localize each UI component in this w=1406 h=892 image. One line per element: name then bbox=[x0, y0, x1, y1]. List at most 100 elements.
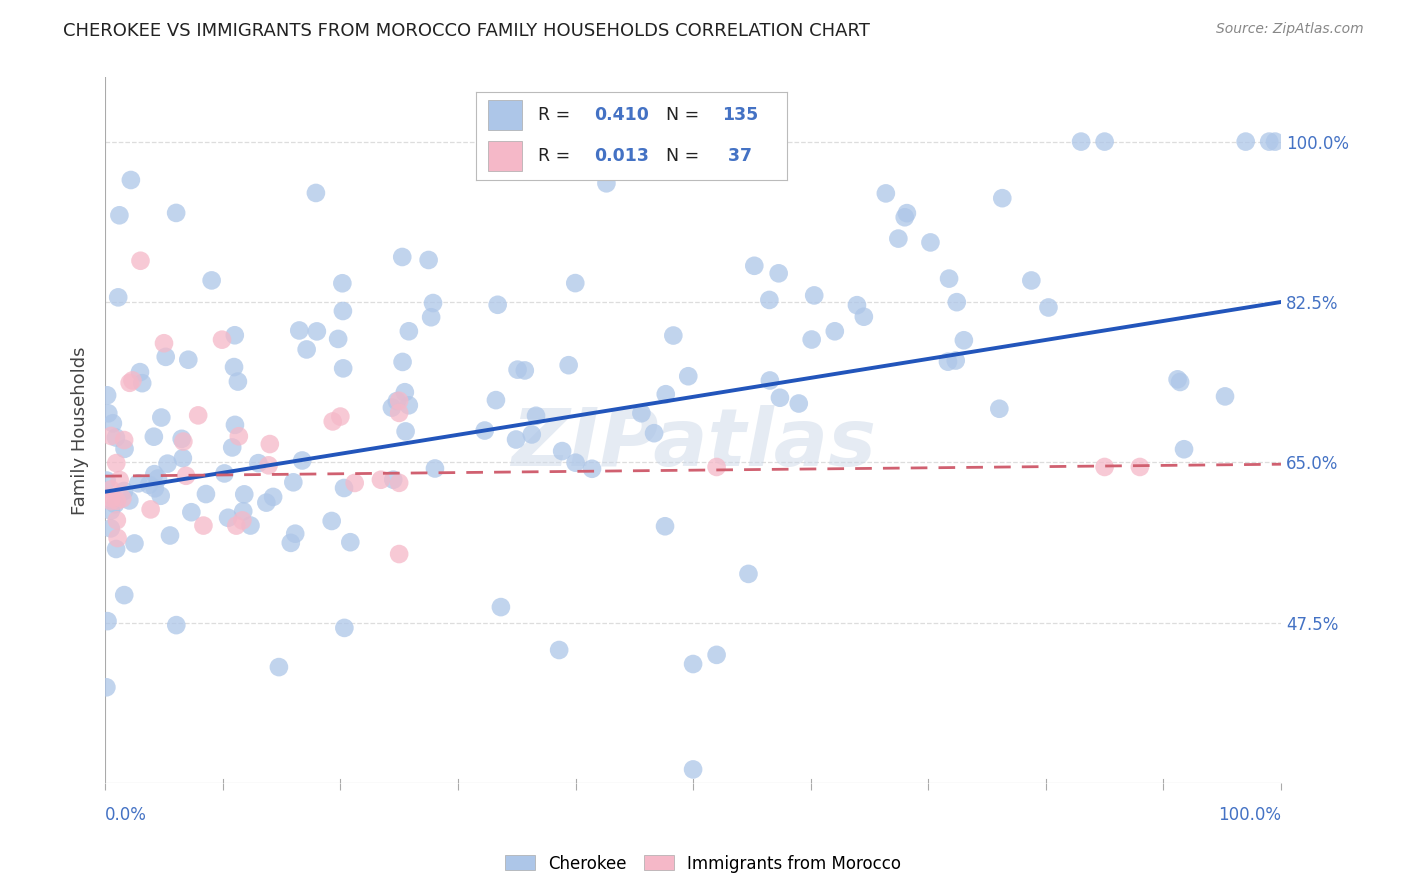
Point bbox=[852, 310, 875, 324]
Point bbox=[322, 414, 344, 428]
Point bbox=[991, 191, 1014, 205]
Point bbox=[108, 473, 131, 487]
Point bbox=[875, 186, 897, 201]
Point bbox=[339, 535, 361, 549]
Point bbox=[398, 324, 420, 338]
Point bbox=[262, 490, 284, 504]
Point bbox=[706, 460, 728, 475]
Text: Source: ZipAtlas.com: Source: ZipAtlas.com bbox=[1216, 22, 1364, 37]
Point bbox=[787, 396, 810, 410]
Point bbox=[333, 481, 356, 495]
Point bbox=[100, 521, 122, 535]
Point bbox=[388, 406, 411, 420]
Point bbox=[143, 467, 166, 482]
Point bbox=[149, 489, 172, 503]
Point bbox=[1258, 135, 1281, 149]
Point bbox=[100, 483, 122, 497]
Point bbox=[165, 618, 187, 632]
Point bbox=[382, 473, 405, 487]
Point bbox=[291, 453, 314, 467]
Point bbox=[800, 333, 823, 347]
Point bbox=[768, 266, 790, 280]
Point bbox=[486, 298, 509, 312]
Point bbox=[217, 510, 239, 524]
Point bbox=[343, 475, 366, 490]
Point bbox=[769, 391, 792, 405]
Point bbox=[945, 295, 967, 310]
Point bbox=[156, 457, 179, 471]
Point bbox=[247, 456, 270, 470]
Point bbox=[146, 471, 169, 485]
Point bbox=[506, 362, 529, 376]
Point bbox=[398, 398, 420, 412]
Point bbox=[505, 433, 527, 447]
Point bbox=[595, 177, 617, 191]
Point bbox=[121, 373, 143, 387]
Point bbox=[112, 483, 135, 498]
Point bbox=[96, 614, 118, 628]
Point bbox=[388, 475, 411, 490]
Point bbox=[1264, 135, 1286, 149]
Point bbox=[104, 430, 127, 444]
Point bbox=[333, 621, 356, 635]
Point bbox=[112, 433, 135, 447]
Point bbox=[938, 271, 960, 285]
Point bbox=[257, 458, 280, 473]
Point bbox=[332, 361, 354, 376]
Point bbox=[180, 505, 202, 519]
Point bbox=[139, 502, 162, 516]
Point bbox=[231, 513, 253, 527]
Point bbox=[105, 513, 128, 527]
Point bbox=[112, 588, 135, 602]
Point bbox=[201, 273, 224, 287]
Point bbox=[381, 401, 404, 415]
Point bbox=[1173, 442, 1195, 457]
Point bbox=[159, 528, 181, 542]
Y-axis label: Family Households: Family Households bbox=[72, 346, 89, 515]
Point bbox=[283, 475, 305, 490]
Point bbox=[96, 681, 118, 695]
Point bbox=[1094, 460, 1116, 475]
Point bbox=[388, 393, 411, 408]
Point bbox=[564, 456, 586, 470]
Text: CHEROKEE VS IMMIGRANTS FROM MOROCCO FAMILY HOUSEHOLDS CORRELATION CHART: CHEROKEE VS IMMIGRANTS FROM MOROCCO FAMI… bbox=[63, 22, 870, 40]
Point bbox=[108, 208, 131, 222]
Point bbox=[420, 310, 443, 325]
Point bbox=[155, 350, 177, 364]
Point bbox=[129, 253, 152, 268]
Point bbox=[1168, 375, 1191, 389]
Point bbox=[370, 473, 392, 487]
Point bbox=[111, 491, 134, 506]
Point bbox=[893, 211, 915, 225]
Point bbox=[678, 369, 700, 384]
Point bbox=[988, 401, 1011, 416]
Point bbox=[239, 518, 262, 533]
Point bbox=[385, 394, 408, 409]
Point bbox=[564, 276, 586, 290]
Point bbox=[945, 353, 967, 368]
Point bbox=[1038, 301, 1060, 315]
Point bbox=[214, 467, 236, 481]
Point bbox=[153, 336, 176, 351]
Point bbox=[288, 323, 311, 337]
Point bbox=[105, 456, 128, 470]
Point bbox=[267, 660, 290, 674]
Point bbox=[737, 566, 759, 581]
Point bbox=[824, 324, 846, 338]
Point bbox=[172, 451, 194, 466]
Point bbox=[1070, 135, 1092, 149]
Point bbox=[706, 648, 728, 662]
Point bbox=[101, 417, 124, 431]
Point bbox=[422, 296, 444, 310]
Point bbox=[96, 474, 118, 488]
Point bbox=[172, 434, 194, 449]
Text: 0.0%: 0.0% bbox=[105, 806, 148, 824]
Point bbox=[105, 541, 128, 556]
Text: 100.0%: 100.0% bbox=[1218, 806, 1281, 824]
Point bbox=[887, 231, 910, 245]
Point bbox=[107, 531, 129, 545]
Point bbox=[1129, 460, 1152, 475]
Point bbox=[513, 363, 536, 377]
Point bbox=[1234, 135, 1257, 149]
Point bbox=[581, 462, 603, 476]
